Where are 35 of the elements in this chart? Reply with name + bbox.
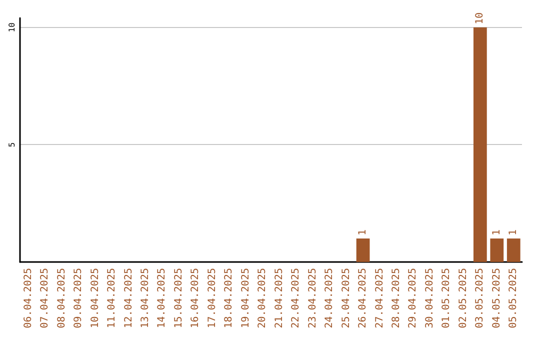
y-tick-label: 5 [8, 142, 16, 148]
data-label: 1 [358, 230, 369, 236]
x-tick-label: 10.04.2025 [90, 268, 101, 328]
x-tick-label: 11.04.2025 [106, 268, 118, 328]
x-tick-label: 21.04.2025 [274, 268, 285, 328]
x-tick-label: 09.04.2025 [73, 268, 84, 328]
x-tick-label: 18.04.2025 [224, 268, 235, 328]
x-tick-label: 01.05.2025 [441, 268, 452, 328]
data-label: 10 [474, 12, 486, 24]
x-tick-label: 27.04.2025 [374, 268, 386, 328]
x-tick-label: 14.04.2025 [156, 268, 168, 328]
x-tick-label: 13.04.2025 [140, 268, 151, 328]
x-tick-label: 23.04.2025 [307, 268, 318, 328]
x-tick-label: 16.04.2025 [190, 268, 202, 328]
data-label: 1 [491, 230, 502, 236]
x-tick-label: 02.05.2025 [458, 268, 469, 328]
data-label: 1 [508, 230, 520, 236]
x-tick-label: 25.04.2025 [340, 268, 352, 328]
x-tick-label: 30.04.2025 [424, 268, 436, 328]
x-tick-label: 26.04.2025 [358, 268, 369, 328]
x-tick-label: 03.05.2025 [474, 268, 486, 328]
x-tick-label: 08.04.2025 [56, 268, 68, 328]
x-tick-label: 06.04.2025 [22, 268, 34, 328]
x-tick-label: 29.04.2025 [408, 268, 419, 328]
x-tick-label: 15.04.2025 [173, 268, 184, 328]
x-tick-label: 12.04.2025 [123, 268, 134, 328]
x-tick-label: 28.04.2025 [391, 268, 402, 328]
x-tick-label: 05.05.2025 [508, 268, 520, 328]
x-tick-label: 20.04.2025 [257, 268, 268, 328]
x-tick-label: 24.04.2025 [324, 268, 336, 328]
x-tick-label: 22.04.2025 [290, 268, 302, 328]
x-tick-label: 17.04.2025 [206, 268, 218, 328]
x-tick-label: 19.04.2025 [240, 268, 252, 328]
x-tick-label: 04.05.2025 [491, 268, 502, 328]
x-tick-label: 07.04.2025 [40, 268, 51, 328]
